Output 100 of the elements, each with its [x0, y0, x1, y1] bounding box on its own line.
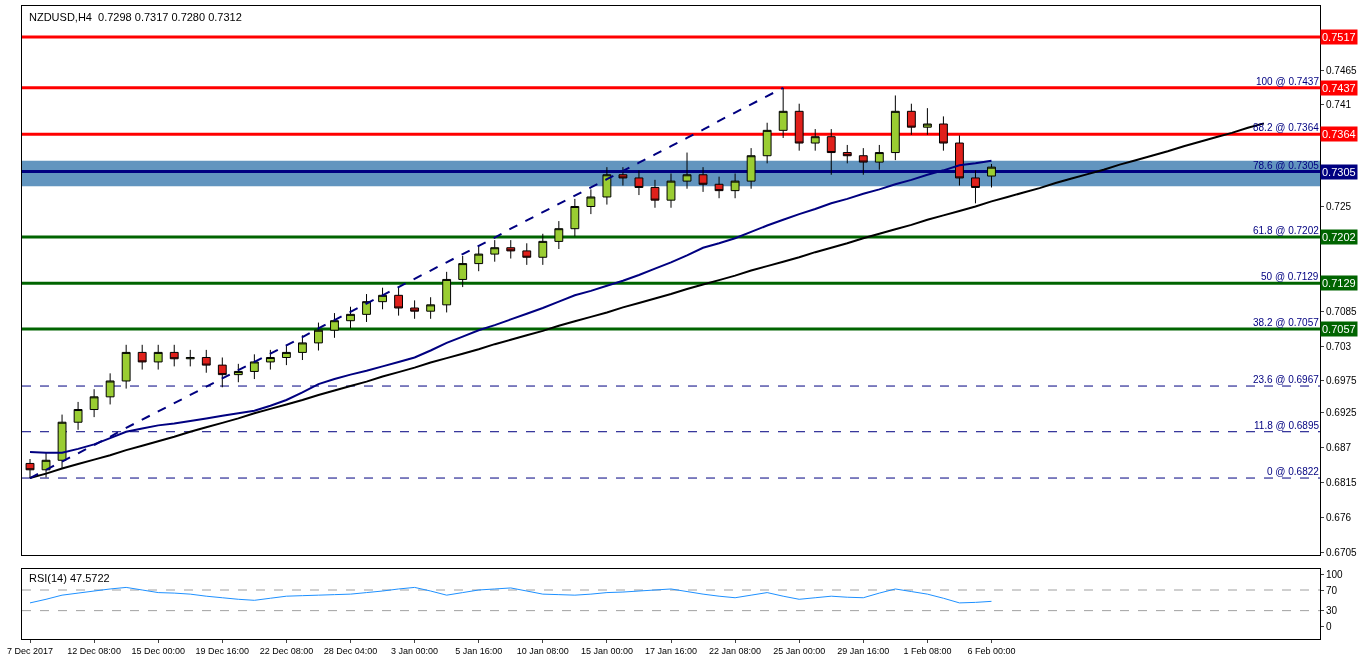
- candlestick: [955, 134, 964, 187]
- y-tick-label: 0.6705: [1326, 546, 1358, 558]
- ref-line-label: 0.7517: [1322, 31, 1356, 43]
- annotation: 23.6 @ 0.6967: [1253, 374, 1320, 385]
- candlestick: [458, 255, 468, 288]
- annotation: 38.2 @ 0.7057: [1253, 317, 1320, 328]
- annotation: 11.8 @ 0.6895: [1254, 420, 1320, 431]
- candlestick: [666, 173, 676, 209]
- annotation: 0 @ 0.6822: [1267, 466, 1320, 477]
- candlestick: [586, 188, 596, 215]
- x-tick-label: 29 Jan 16:00: [837, 645, 890, 656]
- x-tick-label: 1 Feb 08:00: [903, 645, 952, 656]
- line-series: [29, 586, 992, 604]
- candlestick: [233, 363, 243, 383]
- annotation: 88.2 @ 0.7364: [1253, 122, 1320, 133]
- candlestick: [105, 372, 115, 405]
- candlestick: [394, 287, 404, 317]
- candlestick: [522, 242, 532, 266]
- y-tick-label: 0.6925: [1326, 407, 1358, 419]
- candlestick: [378, 287, 387, 310]
- candlestick: [89, 388, 99, 418]
- candlestick: [842, 144, 852, 164]
- candlestick: [538, 233, 548, 266]
- x-tick-label: 15 Dec 00:00: [131, 645, 185, 656]
- candlestick: [634, 169, 644, 196]
- y-tick-label: 100: [1326, 569, 1344, 581]
- candlestick: [201, 349, 211, 374]
- candlestick: [602, 166, 612, 206]
- candlestick: [714, 176, 724, 199]
- y-tick-label: 0.7085: [1326, 305, 1358, 317]
- candlestick: [265, 349, 275, 371]
- y-tick-label: 0.703: [1326, 340, 1352, 352]
- chart-title: NZDUSD,H4 0.7298 0.7317 0.7280 0.7312: [29, 11, 242, 23]
- candlestick: [874, 144, 884, 171]
- candlestick: [426, 296, 436, 320]
- ref-line-label: 0.7057: [1322, 323, 1356, 335]
- y-tick-label: 0.687: [1326, 442, 1352, 454]
- candlestick: [153, 344, 163, 371]
- ref-line-label: 0.7202: [1322, 231, 1356, 243]
- candlestick: [906, 103, 916, 136]
- candlestick: [730, 173, 740, 199]
- ref-line-label: 0.7305: [1322, 166, 1356, 178]
- x-tick-label: 5 Jan 16:00: [455, 645, 503, 656]
- candlestick: [330, 312, 339, 339]
- y-tick-label: 0.725: [1326, 200, 1352, 212]
- ref-line-label: 0.7437: [1322, 82, 1356, 94]
- candlestick: [778, 87, 788, 139]
- x-tick-label: 25 Jan 00:00: [773, 645, 826, 656]
- x-tick-label: 6 Feb 00:00: [967, 645, 1016, 656]
- candlestick: [442, 271, 452, 313]
- candlestick: [410, 299, 420, 320]
- candlestick: [971, 169, 980, 204]
- candlestick: [890, 94, 900, 161]
- candlestick: [490, 239, 500, 263]
- candlestick: [618, 166, 628, 187]
- x-tick-label: 22 Dec 08:00: [259, 645, 314, 656]
- candlestick: [570, 198, 580, 237]
- x-tick-label: 28 Dec 04:00: [323, 645, 378, 656]
- y-tick-label: 70: [1326, 584, 1338, 596]
- candlestick: [314, 322, 323, 352]
- y-tick-label: 0: [1326, 620, 1332, 632]
- candlestick: [554, 220, 564, 250]
- candlestick: [362, 293, 371, 323]
- candlestick: [25, 458, 35, 479]
- x-tick-label: 10 Jan 08:00: [516, 645, 569, 656]
- annotation: 61.8 @ 0.7202: [1253, 225, 1320, 236]
- chart-title: RSI(14) 47.5722: [29, 572, 110, 584]
- ref-line-label: 0.7364: [1322, 128, 1356, 140]
- candlestick: [137, 344, 147, 371]
- candlestick: [169, 344, 179, 367]
- candlestick: [185, 349, 195, 367]
- candlestick: [794, 103, 804, 152]
- candlestick: [746, 147, 756, 190]
- candlestick: [826, 128, 836, 176]
- candlestick: [249, 353, 259, 380]
- x-tick-label: 22 Jan 08:00: [709, 645, 762, 656]
- candlestick: [474, 245, 484, 272]
- y-tick-label: 0.6815: [1326, 476, 1358, 488]
- candlestick: [506, 239, 516, 260]
- ref-line-label: 0.7129: [1322, 277, 1356, 289]
- y-tick-label: 30: [1326, 605, 1338, 617]
- candlestick: [938, 115, 948, 152]
- y-tick-label: 0.741: [1326, 99, 1352, 111]
- x-tick-label: 3 Jan 00:00: [391, 645, 439, 656]
- candlestick: [698, 166, 708, 193]
- candlestick: [281, 344, 291, 366]
- candlestick: [73, 401, 83, 431]
- candlestick: [987, 163, 996, 188]
- candlestick: [922, 107, 932, 136]
- candlestick: [121, 344, 131, 390]
- candlestick: [650, 179, 660, 209]
- annotation: 100 @ 0.7437: [1256, 76, 1320, 87]
- x-tick-label: 19 Dec 16:00: [195, 645, 250, 656]
- candlestick: [762, 122, 772, 164]
- annotation: 50 @ 0.7129: [1261, 271, 1319, 282]
- y-tick-label: 0.6975: [1326, 375, 1358, 387]
- candlestick: [858, 147, 868, 176]
- x-tick-label: 12 Dec 08:00: [67, 645, 121, 656]
- y-tick-label: 0.7465: [1326, 64, 1358, 76]
- candlestick: [810, 128, 820, 152]
